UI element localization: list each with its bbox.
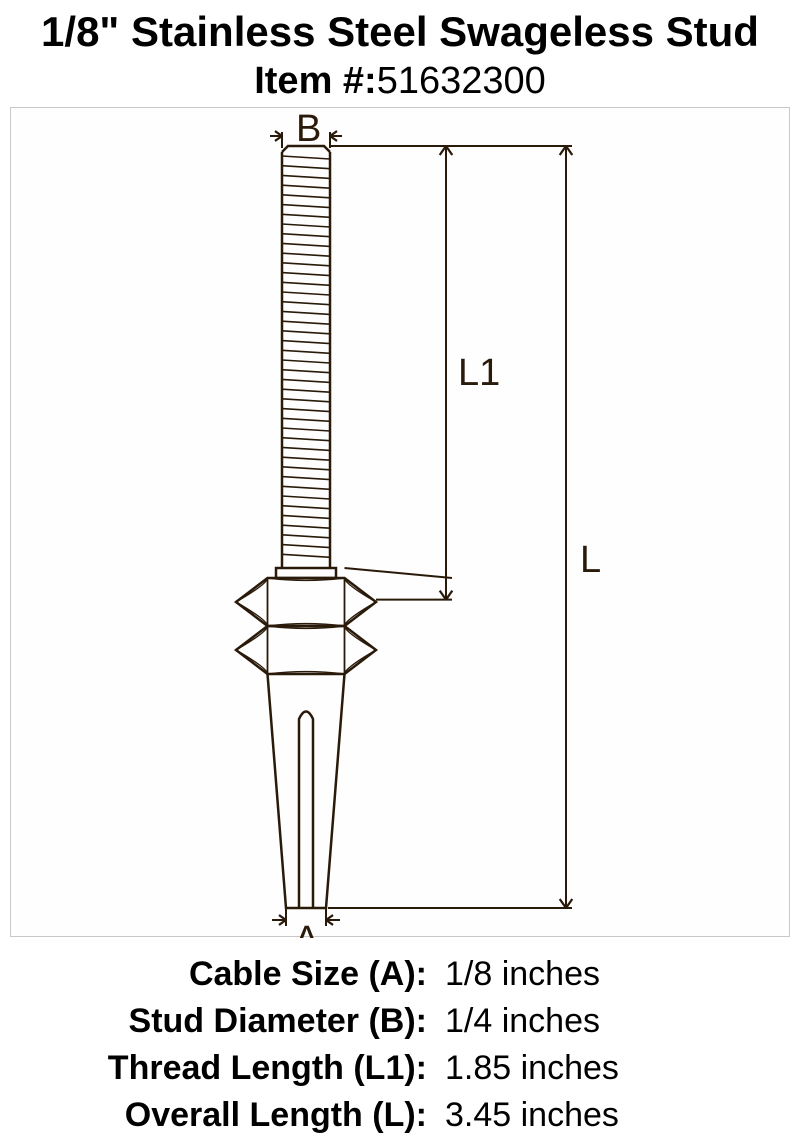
svg-text:B: B (296, 108, 321, 150)
spec-value: 3.45 inches (445, 1096, 619, 1135)
technical-diagram: B L1 L A (11, 108, 791, 938)
product-title: 1/8" Stainless Steel Swageless Stud (0, 8, 800, 56)
item-line: Item #:51632300 (0, 60, 800, 103)
svg-text:A: A (294, 919, 320, 938)
spec-row: Overall Length (L): 3.45 inches (40, 1096, 800, 1135)
specs-table: Cable Size (A): 1/8 inches Stud Diameter… (0, 955, 800, 1135)
svg-text:L1: L1 (458, 352, 500, 394)
spec-value: 1.85 inches (445, 1049, 619, 1088)
item-label: Item #: (254, 60, 376, 102)
svg-text:L: L (580, 539, 601, 581)
spec-value: 1/4 inches (445, 1002, 600, 1041)
diagram-container: B L1 L A (10, 107, 790, 937)
spec-value: 1/8 inches (445, 955, 600, 994)
spec-row: Stud Diameter (B): 1/4 inches (40, 1002, 800, 1041)
spec-label: Cable Size (A): (40, 955, 445, 994)
spec-label: Stud Diameter (B): (40, 1002, 445, 1041)
item-number: 51632300 (377, 60, 546, 102)
header: 1/8" Stainless Steel Swageless Stud Item… (0, 0, 800, 103)
spec-row: Cable Size (A): 1/8 inches (40, 955, 800, 994)
spec-label: Thread Length (L1): (40, 1049, 445, 1088)
spec-row: Thread Length (L1): 1.85 inches (40, 1049, 800, 1088)
spec-label: Overall Length (L): (40, 1096, 445, 1135)
